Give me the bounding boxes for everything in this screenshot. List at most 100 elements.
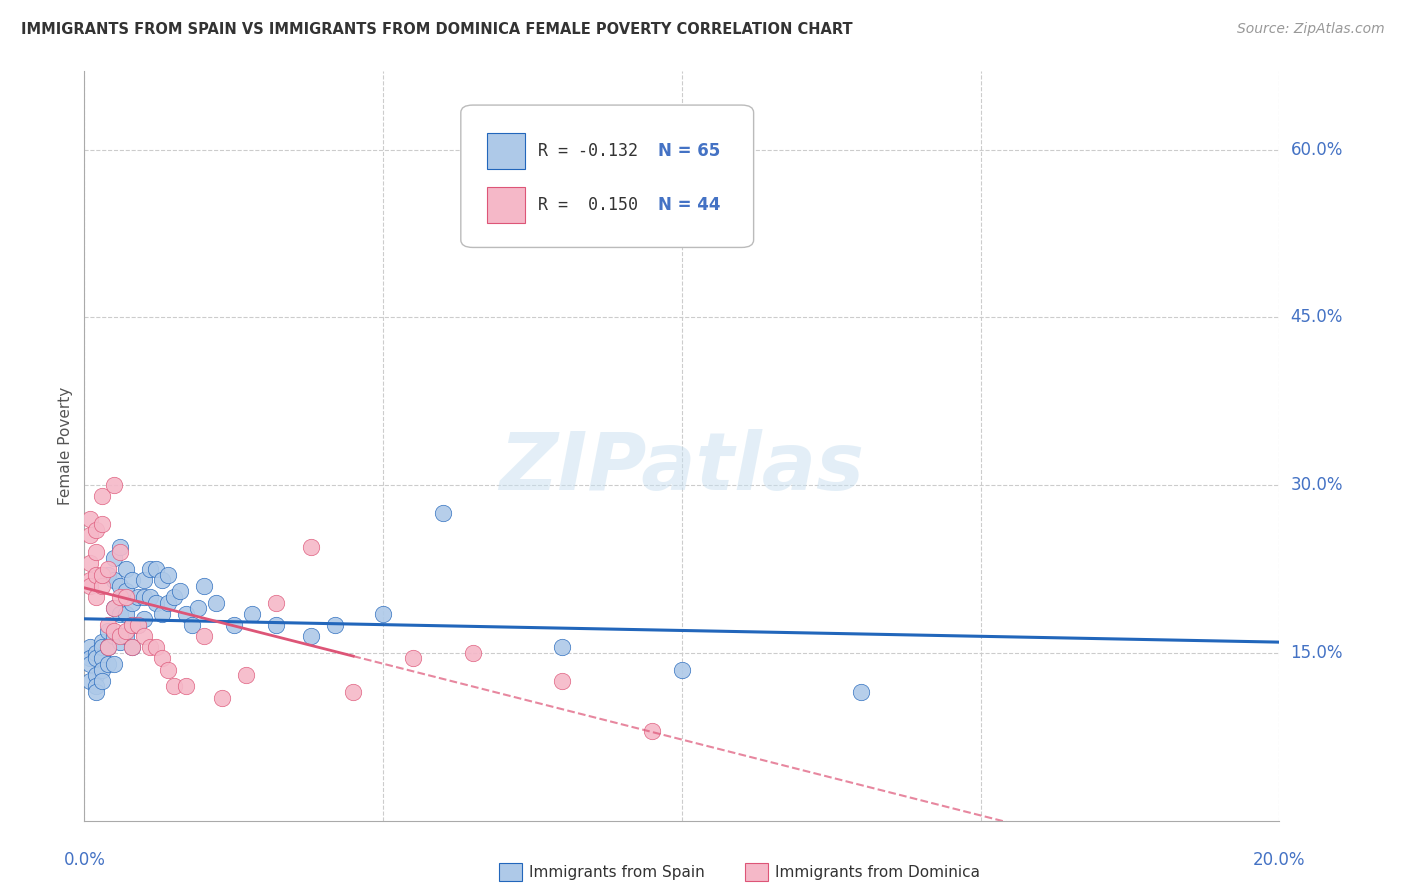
FancyBboxPatch shape bbox=[486, 133, 526, 169]
Point bbox=[235, 668, 257, 682]
Point bbox=[301, 629, 323, 643]
Point bbox=[187, 601, 209, 615]
Point bbox=[79, 640, 101, 655]
Point bbox=[103, 573, 125, 587]
Point bbox=[103, 624, 125, 638]
Point bbox=[150, 573, 173, 587]
Point bbox=[91, 634, 114, 648]
Point bbox=[163, 680, 186, 694]
Text: 60.0%: 60.0% bbox=[1291, 141, 1343, 159]
Point bbox=[157, 663, 180, 677]
Point bbox=[402, 651, 425, 665]
Text: 30.0%: 30.0% bbox=[1291, 476, 1343, 494]
Point bbox=[79, 579, 101, 593]
Point bbox=[150, 651, 173, 665]
Point bbox=[851, 685, 873, 699]
Point bbox=[121, 596, 143, 610]
Point bbox=[671, 663, 693, 677]
FancyBboxPatch shape bbox=[461, 105, 754, 247]
Point bbox=[145, 596, 167, 610]
Point bbox=[205, 596, 228, 610]
Point bbox=[110, 634, 132, 648]
Point bbox=[121, 640, 143, 655]
Point bbox=[79, 528, 101, 542]
Point bbox=[91, 640, 114, 655]
Point bbox=[110, 607, 132, 621]
Point bbox=[103, 601, 125, 615]
Point bbox=[115, 590, 138, 604]
Point bbox=[91, 489, 114, 503]
Point bbox=[86, 651, 108, 665]
Point bbox=[86, 523, 108, 537]
Point bbox=[79, 651, 101, 665]
Point bbox=[86, 680, 108, 694]
Point bbox=[132, 612, 156, 626]
Point bbox=[139, 562, 162, 576]
Text: R =  0.150: R = 0.150 bbox=[538, 196, 638, 214]
Point bbox=[193, 579, 215, 593]
Point bbox=[97, 624, 120, 638]
Point bbox=[110, 579, 132, 593]
Point bbox=[551, 673, 574, 688]
Point bbox=[127, 618, 149, 632]
Point bbox=[121, 618, 143, 632]
Text: 0.0%: 0.0% bbox=[63, 851, 105, 869]
Point bbox=[103, 550, 125, 565]
Point bbox=[121, 573, 143, 587]
Point bbox=[264, 618, 287, 632]
Point bbox=[91, 673, 114, 688]
Text: N = 44: N = 44 bbox=[658, 196, 720, 214]
Point bbox=[79, 511, 101, 525]
Text: Immigrants from Dominica: Immigrants from Dominica bbox=[775, 865, 980, 880]
Point bbox=[86, 685, 108, 699]
Point bbox=[641, 724, 664, 739]
Text: Immigrants from Spain: Immigrants from Spain bbox=[529, 865, 704, 880]
Point bbox=[91, 517, 114, 532]
Point bbox=[132, 629, 156, 643]
Point bbox=[115, 629, 138, 643]
Point bbox=[91, 567, 114, 582]
Point bbox=[79, 673, 101, 688]
Point bbox=[86, 590, 108, 604]
Point bbox=[110, 590, 132, 604]
Point bbox=[157, 567, 180, 582]
Text: IMMIGRANTS FROM SPAIN VS IMMIGRANTS FROM DOMINICA FEMALE POVERTY CORRELATION CHA: IMMIGRANTS FROM SPAIN VS IMMIGRANTS FROM… bbox=[21, 22, 852, 37]
Point bbox=[127, 590, 149, 604]
Point bbox=[79, 657, 101, 671]
Point bbox=[301, 540, 323, 554]
Point bbox=[157, 596, 180, 610]
Point bbox=[139, 590, 162, 604]
Y-axis label: Female Poverty: Female Poverty bbox=[58, 387, 73, 505]
Point bbox=[86, 567, 108, 582]
Point bbox=[342, 685, 364, 699]
Point bbox=[174, 607, 197, 621]
Point bbox=[115, 624, 138, 638]
Point bbox=[79, 573, 101, 587]
Text: Source: ZipAtlas.com: Source: ZipAtlas.com bbox=[1237, 22, 1385, 37]
Point bbox=[150, 607, 173, 621]
Point bbox=[91, 579, 114, 593]
Point bbox=[193, 629, 215, 643]
Point bbox=[145, 640, 167, 655]
Point bbox=[115, 607, 138, 621]
Point bbox=[97, 640, 120, 655]
Point bbox=[115, 562, 138, 576]
Point bbox=[127, 618, 149, 632]
Text: N = 65: N = 65 bbox=[658, 142, 720, 160]
Point bbox=[222, 618, 245, 632]
Point bbox=[211, 690, 233, 705]
Point bbox=[181, 618, 204, 632]
Point bbox=[132, 590, 156, 604]
Point bbox=[115, 584, 138, 599]
Point bbox=[240, 607, 263, 621]
Text: 15.0%: 15.0% bbox=[1291, 644, 1343, 662]
Point bbox=[103, 478, 125, 492]
Point bbox=[97, 567, 120, 582]
Point bbox=[110, 545, 132, 559]
Text: R = -0.132: R = -0.132 bbox=[538, 142, 638, 160]
Point bbox=[110, 540, 132, 554]
Point bbox=[461, 646, 484, 660]
Point bbox=[103, 629, 125, 643]
Point bbox=[79, 557, 101, 571]
Point bbox=[91, 651, 114, 665]
